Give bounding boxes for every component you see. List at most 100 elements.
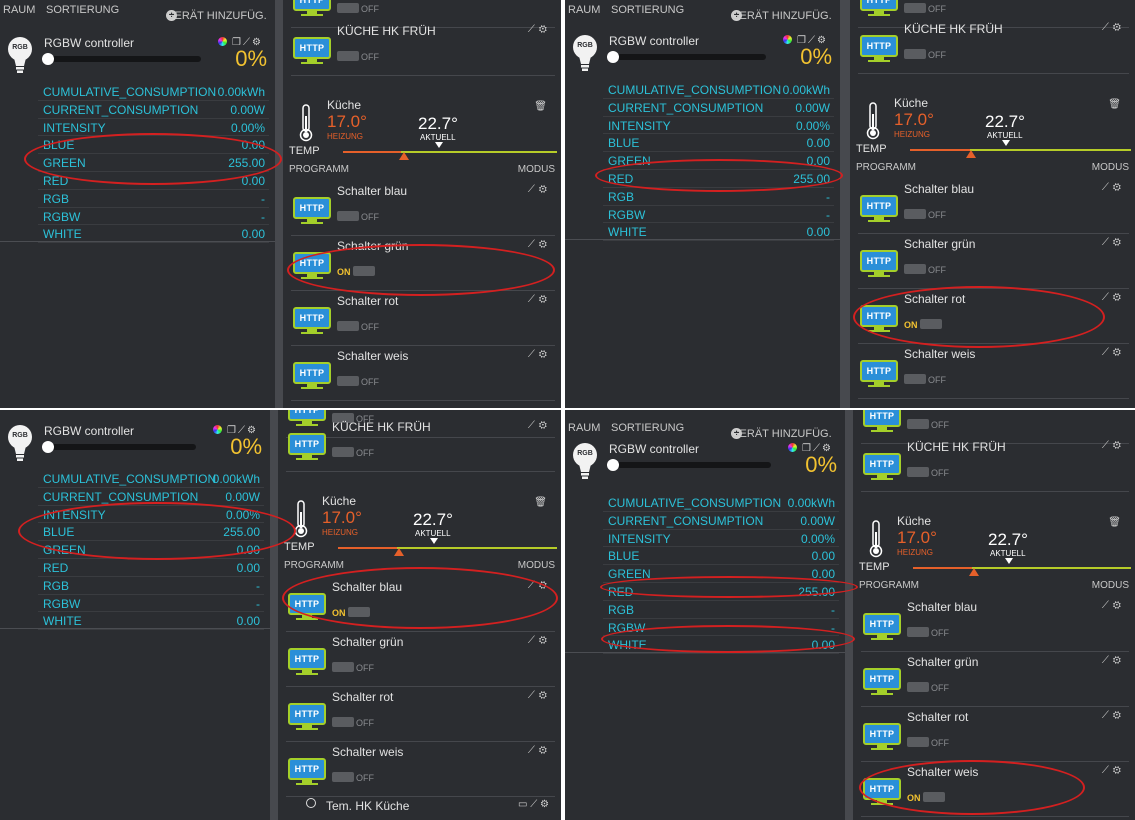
gear-icon[interactable]: ⚙	[247, 425, 258, 436]
card-actions[interactable]: ⟋⚙	[1102, 182, 1125, 193]
chart-icon[interactable]: ⟋	[1101, 600, 1113, 611]
gear-icon[interactable]: ⚙	[1112, 22, 1125, 33]
sortierung-tab[interactable]: SORTIERUNG	[611, 4, 685, 16]
gear-icon[interactable]: ⚙	[1112, 347, 1125, 358]
modus-label[interactable]: MODUS	[517, 164, 555, 175]
toggle-knob[interactable]	[332, 772, 354, 782]
toggle-knob[interactable]	[904, 374, 926, 384]
copy-icon[interactable]: ❐	[792, 35, 809, 46]
chart-icon[interactable]: ⟋	[527, 239, 539, 250]
device-actions[interactable]: ❐⟋⚙	[788, 443, 833, 454]
gear-icon[interactable]: ⚙	[538, 349, 551, 360]
card-actions[interactable]: ⟋⚙	[528, 745, 551, 756]
chart-icon[interactable]: ⟋	[1101, 292, 1113, 303]
card-actions[interactable]: ⟋⚙	[528, 690, 551, 701]
toggle-knob[interactable]	[907, 627, 929, 637]
trash-icon[interactable]: 🗑	[534, 497, 547, 508]
copy-icon[interactable]: ❐	[222, 425, 239, 436]
toggle-knob[interactable]	[337, 3, 359, 13]
thermostat-card[interactable]: TEMP Küche 17.0° HEIZUNG 22.7° AKTUELL 🗑 PROGRA…	[850, 94, 1135, 176]
chart-icon[interactable]: ⟋	[1101, 347, 1113, 358]
gear-icon[interactable]: ⚙	[1112, 237, 1125, 248]
chart-icon[interactable]: ⟋	[527, 349, 539, 360]
gear-icon[interactable]: ⚙	[1112, 600, 1125, 611]
chart-icon[interactable]: ⟋	[1101, 182, 1113, 193]
card-actions[interactable]: ▭ ⟋ ⚙	[518, 799, 549, 810]
modus-label[interactable]: MODUS	[1091, 580, 1129, 591]
card-actions[interactable]: ⟋⚙	[1102, 292, 1125, 303]
switch-card-white[interactable]: HTTP Schalter weis ⟋⚙ OFF	[850, 343, 1135, 398]
gear-icon[interactable]: ⚙	[1112, 765, 1125, 776]
switch-card-blue[interactable]: HTTP Schalter blau ⟋⚙ OFF	[850, 178, 1135, 233]
gear-icon[interactable]: ⚙	[1112, 292, 1125, 303]
chart-icon[interactable]: ⟋	[238, 425, 248, 436]
color-wheel-icon[interactable]	[783, 35, 793, 44]
color-wheel-icon[interactable]	[788, 443, 798, 452]
temp-sensor-card[interactable]: Tem. HK Küche ▭ ⟋ ⚙	[278, 796, 561, 818]
switch-card-white[interactable]: HTTP Schalter weis ⟋⚙ OFF	[283, 345, 561, 400]
gear-icon[interactable]: ⚙	[538, 690, 551, 701]
gear-icon[interactable]: ⚙	[538, 294, 551, 305]
card-actions[interactable]: ⟋⚙	[528, 635, 551, 646]
toggle-knob[interactable]	[907, 737, 929, 747]
chart-icon[interactable]: ⟋	[808, 35, 818, 46]
sortierung-tab[interactable]: SORTIERUNG	[611, 422, 685, 434]
toggle-knob[interactable]	[332, 447, 354, 457]
switch-card-blue[interactable]: HTTP Schalter blau ⟋⚙ OFF	[283, 180, 561, 235]
trash-icon[interactable]: 🗑	[1108, 99, 1121, 110]
gear-icon[interactable]: ⚙	[538, 184, 551, 195]
setpoint-value[interactable]: 17.0°	[894, 110, 934, 129]
card-actions[interactable]: ⟋⚙	[528, 420, 551, 431]
toggle-knob[interactable]	[337, 321, 359, 331]
chart-icon[interactable]: ⟋	[527, 184, 539, 195]
setpoint-marker[interactable]	[966, 150, 976, 158]
toggle-knob[interactable]	[337, 211, 359, 221]
device-actions[interactable]: ❐⟋⚙	[783, 35, 828, 46]
card-actions[interactable]: ⟋⚙	[1102, 347, 1125, 358]
chart-icon[interactable]: ⟋	[243, 37, 253, 48]
toggle-knob[interactable]	[907, 467, 929, 477]
slider-knob[interactable]	[607, 51, 619, 63]
switch-card-early[interactable]: HTTP KÜCHE HK FRÜH ⟋⚙ OFF	[278, 416, 561, 471]
gear-icon[interactable]: ⚙	[538, 420, 551, 431]
dimmer-slider[interactable]	[607, 459, 771, 471]
thermostat-card[interactable]: TEMP Küche 17.0° HEIZUNG 22.7° AKTUELL 🗑 PROGRA…	[278, 492, 561, 574]
gear-icon[interactable]: ⚙	[538, 745, 551, 756]
chart-icon[interactable]: ⟋	[527, 690, 539, 701]
chart-icon[interactable]: ⟋	[1101, 237, 1113, 248]
dimmer-slider[interactable]	[42, 53, 201, 65]
card-actions[interactable]: ⟋⚙	[1102, 600, 1125, 611]
toggle-knob[interactable]	[332, 717, 354, 727]
switch-card-top-partial[interactable]: HTTPHK Küche spät⟋⚙OFF	[283, 0, 561, 27]
program-label[interactable]: PROGRAMM	[859, 580, 919, 591]
chart-icon[interactable]: ⟋	[527, 420, 539, 431]
toggle-knob[interactable]	[904, 49, 926, 59]
card-actions[interactable]: ⟋⚙	[528, 294, 551, 305]
gear-icon[interactable]: ⚙	[822, 443, 833, 454]
slider-knob[interactable]	[607, 459, 619, 471]
setpoint-marker[interactable]	[969, 568, 979, 576]
slider-knob[interactable]	[42, 53, 54, 65]
switch-card-blue[interactable]: HTTP Schalter blau ⟋⚙ OFF	[853, 596, 1135, 651]
chart-icon[interactable]: ⟋	[1101, 440, 1113, 451]
toggle-knob[interactable]	[904, 264, 926, 274]
switch-card-top-partial[interactable]: HTTPHK Küche spät⟋⚙OFF	[853, 410, 1135, 443]
modus-label[interactable]: MODUS	[1091, 162, 1129, 173]
slider-knob[interactable]	[42, 441, 54, 453]
panel-scrollbar[interactable]	[845, 410, 853, 820]
toggle-knob[interactable]	[904, 3, 926, 13]
program-label[interactable]: PROGRAMM	[856, 162, 916, 173]
toggle-knob[interactable]	[337, 376, 359, 386]
trash-icon[interactable]: 🗑	[534, 101, 547, 112]
switch-card-early[interactable]: HTTP KÜCHE HK FRÜH ⟋⚙ OFF	[850, 18, 1135, 73]
toggle-knob[interactable]	[904, 209, 926, 219]
switch-card-red[interactable]: HTTP Schalter rot ⟋⚙ OFF	[278, 686, 561, 741]
setpoint-marker[interactable]	[399, 152, 409, 160]
card-actions[interactable]: ⟋⚙	[1102, 655, 1125, 666]
trash-icon[interactable]: 🗑	[1108, 517, 1121, 528]
card-actions[interactable]: ⟋⚙	[1102, 765, 1125, 776]
dimmer-slider[interactable]	[42, 441, 196, 453]
gear-icon[interactable]: ⚙	[1112, 710, 1125, 721]
chart-icon[interactable]: ⟋	[527, 24, 539, 35]
color-wheel-icon[interactable]	[218, 37, 228, 46]
